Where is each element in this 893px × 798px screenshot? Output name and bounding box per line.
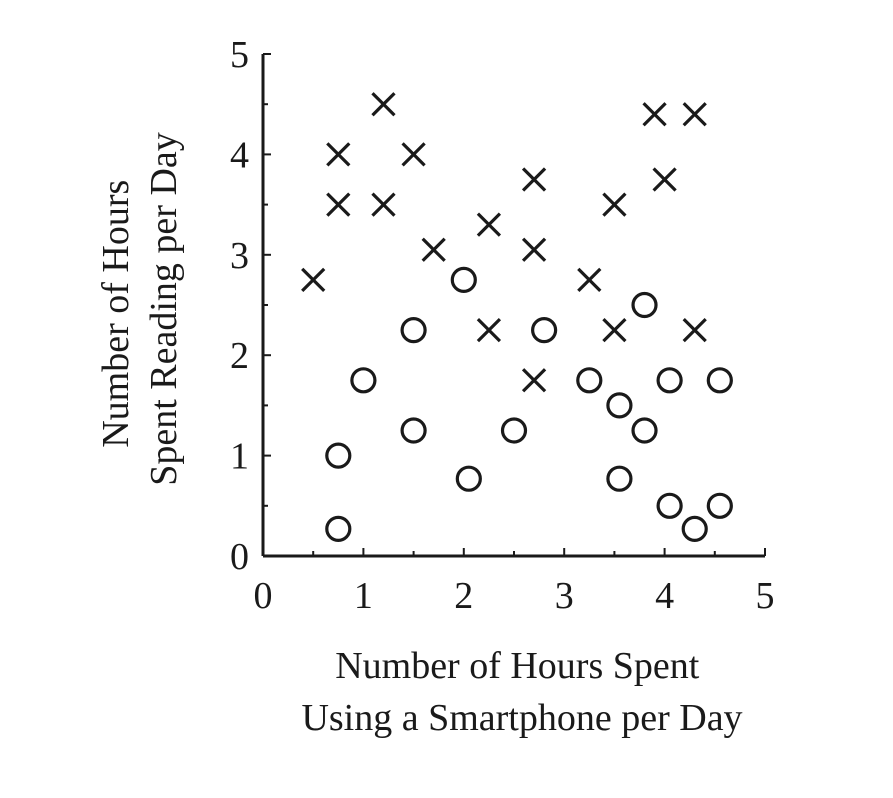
x-marker	[301, 267, 326, 293]
x-ticks: 0 1 2 3 4 5	[254, 548, 775, 617]
x-marker	[642, 102, 667, 127]
x-marker	[371, 192, 396, 217]
y-axis-title-line-2: Spent Reading per Day	[143, 132, 185, 486]
y-tick-label: 1	[230, 436, 249, 478]
o-marker	[576, 367, 603, 394]
x-marker	[682, 317, 707, 343]
x-marker	[682, 102, 707, 127]
x-marker	[371, 92, 396, 117]
x-axis-title: Number of Hours Spent Using a Smartphone…	[301, 645, 742, 739]
o-marker	[656, 367, 683, 394]
x-axis-title-line-2: Using a Smartphone per Day	[301, 697, 742, 739]
o-marker	[400, 417, 427, 444]
o-marker	[606, 465, 633, 492]
x-marker	[326, 142, 351, 167]
o-marker	[400, 317, 427, 344]
x-marker	[476, 317, 502, 343]
x-marker	[521, 237, 547, 262]
x-tick-label: 1	[354, 575, 373, 617]
o-marker	[531, 317, 558, 344]
y-tick-label: 3	[230, 235, 249, 277]
o-marker	[455, 465, 482, 492]
o-marker	[350, 367, 377, 394]
x-marker	[326, 192, 351, 217]
o-marker	[500, 417, 528, 444]
x-tick-label: 3	[555, 575, 574, 617]
o-marker	[706, 367, 733, 394]
x-marker	[401, 142, 426, 167]
x-marker	[577, 267, 602, 293]
y-tick-label: 5	[230, 34, 249, 76]
x-axis-title-line-1: Number of Hours Spent	[335, 645, 700, 687]
x-marker	[421, 237, 446, 262]
x-marker	[476, 212, 502, 237]
y-axis-title: Number of Hours Spent Reading per Day	[95, 132, 185, 486]
o-marker	[706, 492, 733, 519]
x-tick-label: 5	[756, 575, 775, 617]
o-marker	[325, 515, 352, 542]
o-marker	[606, 392, 633, 419]
o-marker	[450, 266, 477, 293]
o-marker	[325, 442, 352, 469]
x-marker	[652, 167, 677, 192]
x-marker	[602, 192, 627, 217]
y-tick-label: 4	[230, 134, 249, 176]
y-tick-label: 2	[230, 335, 249, 377]
axes	[261, 54, 765, 558]
y-axis-title-line-1: Number of Hours	[95, 180, 137, 448]
x-tick-label: 0	[254, 575, 273, 617]
data-points	[301, 92, 733, 542]
o-marker	[631, 417, 658, 444]
y-ticks: 0 1 2 3 4 5	[230, 34, 271, 578]
x-tick-label: 2	[454, 575, 473, 617]
x-tick-label: 4	[655, 575, 674, 617]
o-marker	[631, 291, 658, 319]
o-marker	[656, 492, 683, 519]
x-marker	[521, 167, 547, 192]
x-marker	[602, 317, 627, 343]
y-tick-label: 0	[230, 536, 249, 578]
x-marker	[521, 368, 547, 393]
o-marker	[681, 515, 708, 542]
